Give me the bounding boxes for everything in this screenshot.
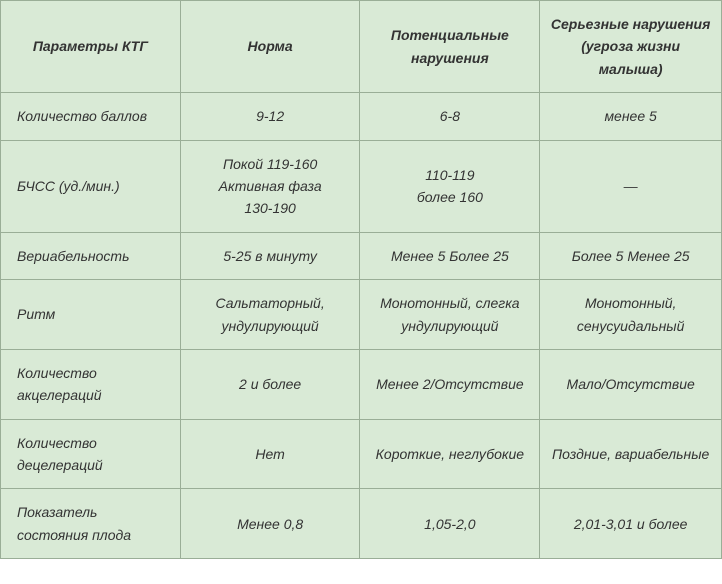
cell-serious: менее 5 <box>540 93 722 140</box>
cell-norm: Покой 119-160 Активная фаза 130-190 <box>180 140 360 232</box>
header-serious: Серьезные нарушения (угроза жизни малыша… <box>540 1 722 93</box>
cell-param: Количество баллов <box>1 93 181 140</box>
cell-serious: Монотонный, сенусуидальный <box>540 280 722 350</box>
cell-potential: 110-119 более 160 <box>360 140 540 232</box>
cell-norm: 9-12 <box>180 93 360 140</box>
table-row: Количество децелераций Нет Короткие, нег… <box>1 419 722 489</box>
cell-potential: 6-8 <box>360 93 540 140</box>
table-row: БЧСС (уд./мин.) Покой 119-160 Активная ф… <box>1 140 722 232</box>
header-norm: Норма <box>180 1 360 93</box>
cell-serious: 2,01-3,01 и более <box>540 489 722 559</box>
cell-param: Количество акцелераций <box>1 349 181 419</box>
cell-param: Показатель состояния плода <box>1 489 181 559</box>
table-row: Количество акцелераций 2 и более Менее 2… <box>1 349 722 419</box>
cell-serious: Поздние, вариабельные <box>540 419 722 489</box>
header-params: Параметры КТГ <box>1 1 181 93</box>
table-row: Вериабельность 5-25 в минуту Менее 5 Бол… <box>1 232 722 279</box>
cell-potential: Менее 5 Более 25 <box>360 232 540 279</box>
table-header-row: Параметры КТГ Норма Потенциальные наруше… <box>1 1 722 93</box>
cell-norm: 5-25 в минуту <box>180 232 360 279</box>
header-potential: Потенциальные нарушения <box>360 1 540 93</box>
cell-potential: Короткие, неглубокие <box>360 419 540 489</box>
cell-norm: 2 и более <box>180 349 360 419</box>
cell-norm: Менее 0,8 <box>180 489 360 559</box>
cell-serious: Более 5 Менее 25 <box>540 232 722 279</box>
cell-potential: Менее 2/Отсутствие <box>360 349 540 419</box>
cell-norm: Нет <box>180 419 360 489</box>
cell-norm: Сальтаторный, ундулирующий <box>180 280 360 350</box>
table-row: Показатель состояния плода Менее 0,8 1,0… <box>1 489 722 559</box>
cell-serious: Мало/Отсутствие <box>540 349 722 419</box>
cell-potential: Монотонный, слегка ундулирующий <box>360 280 540 350</box>
table-row: Количество баллов 9-12 6-8 менее 5 <box>1 93 722 140</box>
table-row: Ритм Сальтаторный, ундулирующий Монотонн… <box>1 280 722 350</box>
cell-potential: 1,05-2,0 <box>360 489 540 559</box>
cell-param: Вериабельность <box>1 232 181 279</box>
cell-param: Количество децелераций <box>1 419 181 489</box>
cell-param: БЧСС (уд./мин.) <box>1 140 181 232</box>
cell-param: Ритм <box>1 280 181 350</box>
cell-serious: — <box>540 140 722 232</box>
ctg-parameters-table: Параметры КТГ Норма Потенциальные наруше… <box>0 0 722 559</box>
